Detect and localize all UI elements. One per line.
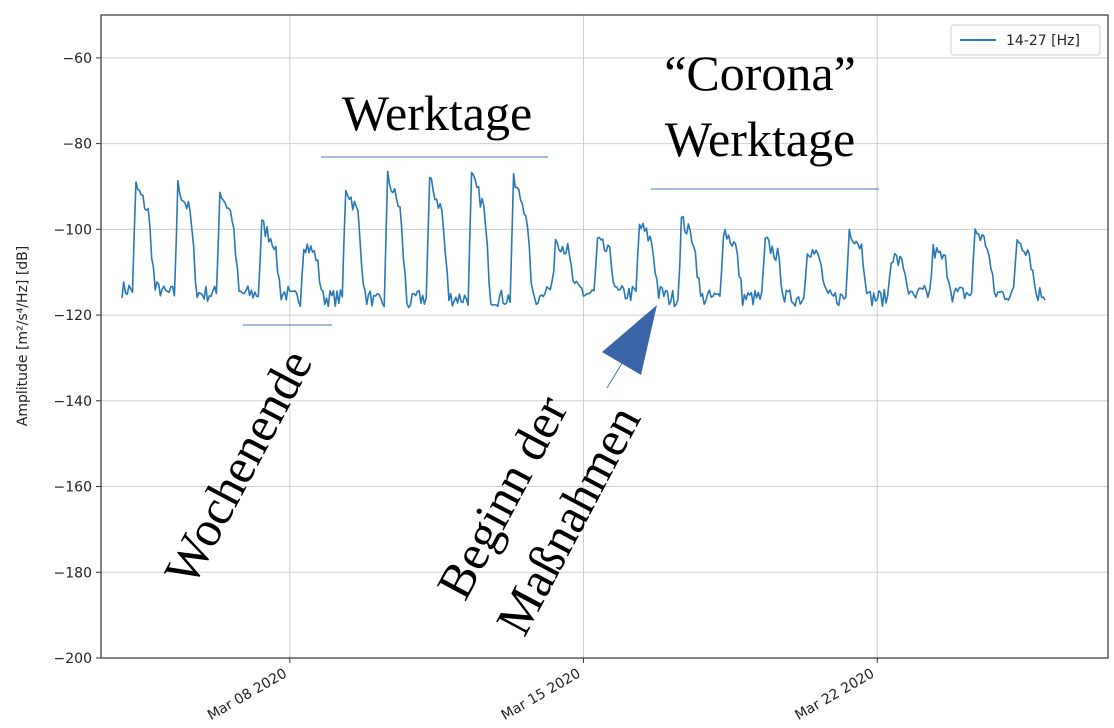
y-axis-label: Amplitude [m²/s⁴/Hz] [dB] (15, 246, 31, 426)
annotations: Werktage “Corona” Werktage Wochenende Be… (153, 45, 879, 644)
annotation-corona: “Corona” (664, 45, 856, 101)
annotation-werktage: Werktage (342, 85, 532, 141)
x-axis: Mar 08 2020 Mar 15 2020 Mar 22 2020 (205, 658, 878, 724)
x-tick-label: Mar 15 2020 (499, 666, 584, 724)
y-axis: −60 −80 −100 −120 −140 −160 −180 −200 (54, 51, 101, 667)
y-tick-label: −100 (54, 222, 92, 238)
series-line (121, 170, 1046, 309)
y-tick-label: −80 (62, 137, 92, 153)
annotation-wochenende: Wochenende (153, 340, 323, 593)
annotation-corona-werktage: Werktage (665, 111, 855, 167)
y-tick-label: −120 (54, 308, 92, 324)
y-tick-label: −160 (54, 480, 92, 496)
arrow-head (602, 305, 657, 375)
y-tick-label: −140 (54, 394, 92, 410)
legend-entry: 14-27 [Hz] (1006, 33, 1080, 49)
x-tick-label: Mar 08 2020 (205, 666, 290, 724)
y-tick-label: −180 (54, 565, 92, 581)
series-layer (121, 170, 1046, 309)
plot-frame (100, 14, 1109, 659)
legend: 14-27 [Hz] (950, 24, 1101, 56)
y-tick-label: −200 (54, 651, 92, 667)
legend-box (950, 24, 1101, 56)
grid-lines (101, 15, 1108, 659)
x-tick-label: Mar 22 2020 (792, 666, 877, 724)
y-tick-label: −60 (62, 51, 92, 67)
